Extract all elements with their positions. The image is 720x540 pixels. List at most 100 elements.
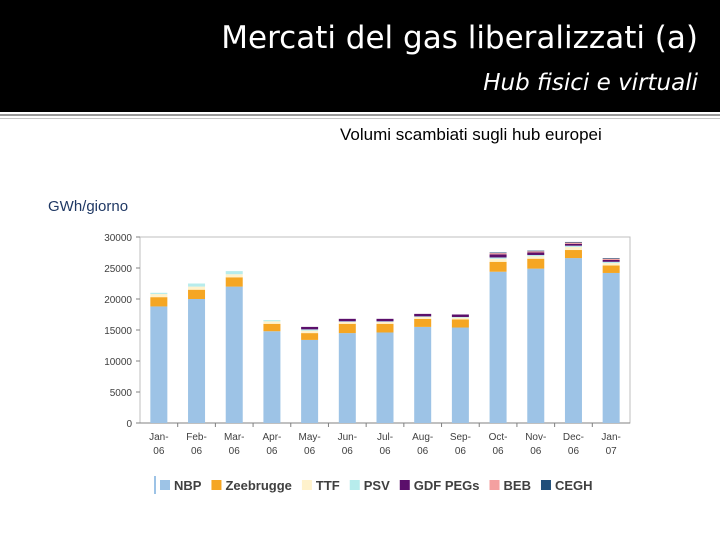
y-tick-label: 10000: [104, 357, 132, 368]
bar-segment-ttf: [263, 321, 281, 324]
legend-label-cegh: CEGH: [555, 478, 593, 493]
bar-segment-ttf: [338, 321, 356, 324]
bar-segment-zeebrugge: [602, 265, 620, 273]
slide-title: Mercati del gas liberalizzati (a): [221, 20, 698, 56]
bar-segment-beb: [564, 242, 582, 244]
x-tick-label-month: Aug-: [412, 432, 433, 443]
bar-segment-psv: [414, 316, 432, 317]
bar-segment-gdf-pegs: [301, 326, 319, 330]
bar-segment-nbp: [376, 332, 394, 423]
y-tick-label: 30000: [104, 233, 132, 244]
y-tick-label: 0: [126, 419, 132, 430]
legend-swatch-gdf-pegs: [399, 480, 410, 490]
bar-segment-ttf: [301, 330, 319, 334]
x-tick-label-year: 06: [266, 446, 278, 457]
bar-segment-zeebrugge: [263, 323, 281, 332]
bar-segment-gdf-pegs: [414, 313, 432, 317]
x-tick-label-year: 06: [568, 446, 580, 457]
bar-segment-psv: [602, 261, 620, 264]
bar-segment-nbp: [602, 272, 620, 423]
bar-segment-nbp: [489, 271, 507, 423]
bar-segment-psv: [564, 245, 582, 247]
header-divider: [0, 114, 720, 116]
legend-label-zeebrugge: Zeebrugge: [225, 478, 291, 493]
legend-swatch-psv: [349, 480, 360, 490]
slide-subtitle: Hub fisici e virtuali: [483, 70, 698, 96]
bar-segment-psv: [150, 292, 168, 295]
bar-segment-psv: [301, 329, 319, 331]
bar-segment-nbp: [150, 306, 168, 423]
x-tick-label-year: 06: [455, 446, 467, 457]
bar-segment-zeebrugge: [527, 258, 545, 269]
bar-segment-zeebrugge: [564, 250, 582, 259]
bar-segment-zeebrugge: [225, 277, 243, 287]
legend-label-gdf-pegs: GDF PEGs: [414, 478, 480, 493]
y-tick-label: 5000: [110, 388, 133, 399]
bar-segment-gdf-pegs: [527, 252, 545, 255]
x-tick-label-month: May-: [298, 432, 320, 443]
x-tick-label-month: Apr-: [262, 432, 281, 443]
bar-segment-gdf-pegs: [338, 318, 356, 322]
y-tick-label: 15000: [104, 326, 132, 337]
y-tick-label: 20000: [104, 295, 132, 306]
x-tick-label-month: Mar-: [224, 432, 245, 443]
x-tick-label-month: Jul-: [377, 432, 393, 443]
legend-swatch-ttf: [301, 480, 312, 490]
bar-segment-ttf: [527, 256, 545, 259]
bar-segment-ttf: [602, 263, 620, 266]
x-tick-label-month: Feb-: [186, 432, 207, 443]
bar-segment-nbp: [564, 258, 582, 423]
bar-segment-cegh: [602, 258, 620, 259]
x-tick-label-year: 06: [417, 446, 429, 457]
bar-segment-zeebrugge: [338, 323, 356, 334]
bar-segment-psv: [376, 321, 394, 322]
bar-segment-nbp: [414, 326, 432, 423]
bar-segment-psv: [188, 283, 206, 287]
bar-segment-ttf: [376, 321, 394, 324]
x-tick-label-month: Sep-: [450, 432, 471, 443]
slide-header: Mercati del gas liberalizzati (a) Hub fi…: [0, 0, 720, 112]
header-divider-thin: [0, 118, 720, 119]
legend-swatch-cegh: [540, 480, 551, 490]
legend-label-beb: BEB: [504, 478, 531, 493]
chart-caption: Volumi scambiati sugli hub europei: [340, 125, 602, 144]
bar-segment-ttf: [150, 294, 168, 298]
x-tick-label-month: Jan-: [601, 432, 620, 443]
legend-label-ttf: TTF: [316, 478, 340, 493]
bar-segment-nbp: [338, 333, 356, 423]
bar-segment-zeebrugge: [489, 261, 507, 272]
bar-segment-nbp: [188, 299, 206, 423]
bar-segment-psv: [489, 257, 507, 259]
x-tick-label-year: 06: [379, 446, 391, 457]
bar-segment-zeebrugge: [414, 318, 432, 327]
bar-segment-gdf-pegs: [376, 318, 394, 322]
bar-segment-nbp: [301, 339, 319, 423]
bar-segment-gdf-pegs: [564, 243, 582, 246]
bar-segment-ttf: [564, 246, 582, 251]
bar-segment-gdf-pegs: [602, 259, 620, 262]
x-tick-label-year: 06: [493, 446, 505, 457]
bar-segment-psv: [338, 321, 356, 322]
legend-swatch-zeebrugge: [211, 480, 222, 490]
bar-segment-zeebrugge: [301, 333, 319, 340]
bar-segment-ttf: [188, 286, 206, 290]
bar-segment-beb: [527, 251, 545, 253]
bar-segment-gdf-pegs: [451, 314, 469, 317]
bar-segment-gdf-pegs: [489, 254, 507, 258]
x-tick-label-year: 06: [304, 446, 316, 457]
bar-segment-psv: [451, 316, 469, 318]
bar-segment-cegh: [564, 241, 582, 243]
y-tick-label: 25000: [104, 264, 132, 275]
x-tick-label-month: Jan-: [149, 432, 168, 443]
bar-segment-cegh: [527, 250, 545, 252]
x-tick-label-month: Nov-: [525, 432, 546, 443]
bar-segment-zeebrugge: [150, 297, 168, 307]
x-tick-label-year: 06: [229, 446, 241, 457]
legend-swatch-nbp: [160, 480, 170, 490]
x-tick-label-year: 06: [153, 446, 165, 457]
bar-segment-ttf: [489, 258, 507, 262]
bar-segment-psv: [527, 254, 545, 257]
legend-label-psv: PSV: [364, 478, 390, 493]
x-tick-label-month: Oct-: [489, 432, 508, 443]
